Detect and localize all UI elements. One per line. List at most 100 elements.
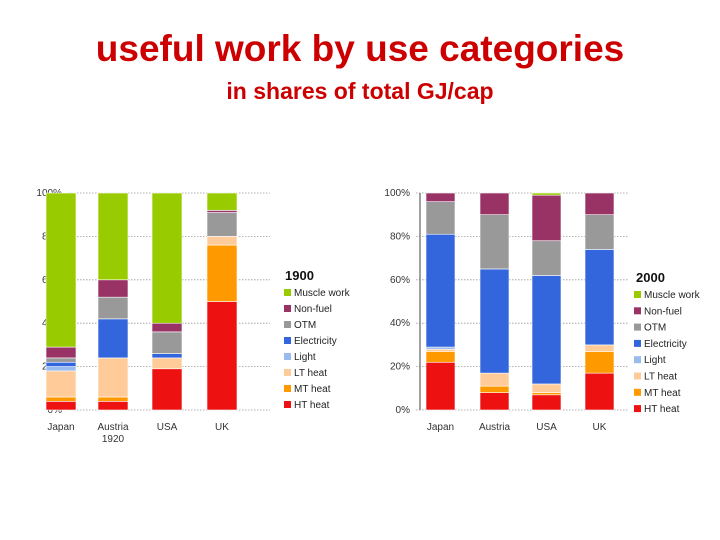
- bar-segment: [97, 296, 129, 320]
- bar-segment: [531, 275, 562, 385]
- bar-segment: [151, 192, 183, 324]
- y-tick-label: 80%: [390, 231, 410, 242]
- bar-segment: [425, 346, 456, 350]
- legend-swatch: [284, 385, 291, 392]
- legend-label: OTM: [644, 323, 666, 334]
- bar-segment: [425, 233, 456, 348]
- y-tick-label: 20%: [390, 362, 410, 373]
- bar-segment: [45, 366, 77, 372]
- y-tick-label: 100%: [384, 188, 410, 199]
- bar-segment: [97, 396, 129, 402]
- bar-segment: [479, 268, 510, 374]
- bar-segment: [206, 212, 238, 237]
- bar-segment: [584, 192, 615, 216]
- legend-swatch: [284, 321, 291, 328]
- bar-segment: [479, 372, 510, 387]
- bar-segment: [479, 214, 510, 270]
- bar-segment: [531, 383, 562, 393]
- bar-segment: [45, 370, 77, 398]
- bar-segment: [45, 346, 77, 359]
- x-category-sublabel: 1920: [102, 434, 125, 445]
- bar-segment: [97, 192, 129, 281]
- page-subtitle: in shares of total GJ/cap: [226, 78, 494, 104]
- bar-segment: [531, 192, 562, 196]
- bar-segment: [97, 318, 129, 359]
- legend-label: HT heat: [644, 404, 680, 415]
- legend-label: Muscle work: [644, 290, 701, 301]
- x-category-label: USA: [536, 422, 557, 433]
- bar-segment: [584, 249, 615, 346]
- legend-swatch: [634, 323, 641, 331]
- bar-segment: [45, 361, 77, 367]
- bar-segment: [584, 351, 615, 374]
- legend-swatch: [634, 307, 641, 315]
- x-category-label: Austria: [97, 422, 129, 433]
- bar-segment: [531, 194, 562, 242]
- bar-segment: [45, 192, 77, 348]
- legend-label: LT heat: [644, 372, 677, 383]
- bar-segment: [45, 357, 77, 363]
- legend-swatch: [284, 401, 291, 408]
- legend-label: LT heat: [294, 368, 327, 379]
- bar-segment: [425, 192, 456, 202]
- x-category-label: UK: [215, 422, 229, 433]
- bar-segment: [206, 236, 238, 246]
- y-tick-label: 60%: [390, 275, 410, 286]
- page-title: useful work by use categories: [95, 28, 625, 69]
- legend-label: Muscle work: [294, 288, 351, 299]
- bar-segment: [151, 353, 183, 359]
- x-category-label: Japan: [47, 422, 74, 433]
- bar-segment: [425, 351, 456, 363]
- bar-segment: [45, 401, 77, 411]
- legend-label: Electricity: [644, 339, 687, 350]
- bar-segment: [479, 392, 510, 411]
- legend-swatch: [284, 369, 291, 376]
- legend-swatch: [634, 388, 641, 396]
- bar-segment: [151, 331, 183, 354]
- legend-label: MT heat: [294, 384, 331, 395]
- bar-segment: [151, 357, 183, 370]
- bar-segment: [97, 357, 129, 398]
- bar-segment: [425, 201, 456, 235]
- bar-segment: [206, 210, 238, 213]
- bar-segment: [151, 368, 183, 411]
- bar-segment: [425, 361, 456, 411]
- x-category-label: Japan: [427, 422, 454, 433]
- bar-segment: [97, 401, 129, 411]
- bar-segment: [531, 240, 562, 276]
- legend-label: Non-fuel: [294, 304, 332, 315]
- legend-swatch: [284, 353, 291, 360]
- legend-label: Non-fuel: [644, 306, 682, 317]
- legend-swatch: [284, 289, 291, 296]
- bar-segment: [531, 394, 562, 411]
- bar-segment: [206, 301, 238, 411]
- y-tick-label: 40%: [390, 318, 410, 329]
- legend-swatch: [634, 356, 641, 364]
- legend-swatch: [634, 291, 641, 298]
- bar-segment: [531, 392, 562, 396]
- bar-segment: [479, 385, 510, 393]
- legend-label: MT heat: [644, 388, 681, 399]
- legend-label: HT heat: [294, 400, 330, 411]
- legend-swatch: [634, 339, 641, 347]
- legend-label: Light: [294, 352, 316, 363]
- legend-swatch: [634, 372, 641, 380]
- legend-swatch: [284, 337, 291, 344]
- bar-segment: [151, 322, 183, 333]
- x-category-label: UK: [593, 422, 607, 433]
- bar-segment: [206, 244, 238, 302]
- bar-segment: [425, 348, 456, 352]
- legend-label: Light: [644, 355, 666, 366]
- legend-label: OTM: [294, 320, 316, 331]
- y-tick-label: 0%: [48, 405, 63, 416]
- bar-segment: [45, 396, 77, 402]
- legend-swatch: [284, 305, 291, 312]
- legend-swatch: [634, 405, 641, 413]
- y-tick-label: 0%: [396, 405, 411, 416]
- bar-segment: [206, 192, 238, 211]
- x-category-label: Austria: [479, 422, 511, 433]
- bar-segment: [97, 279, 129, 298]
- legend-label: Electricity: [294, 336, 337, 347]
- bar-segment: [584, 372, 615, 411]
